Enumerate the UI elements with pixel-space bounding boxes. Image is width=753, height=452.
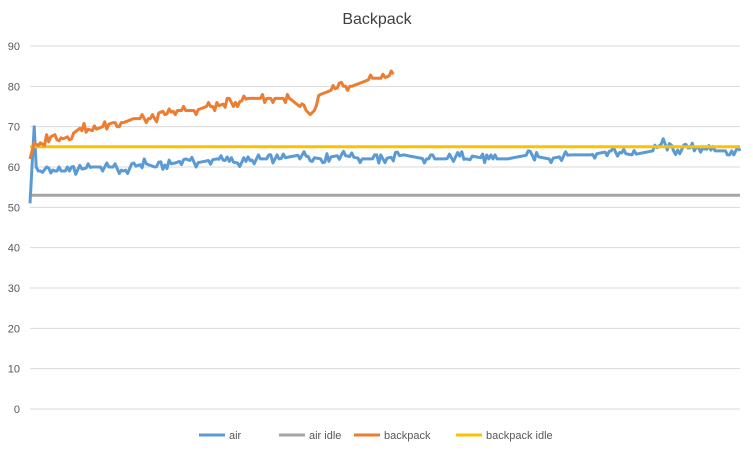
legend-label: air idle bbox=[309, 430, 341, 442]
legend-item-backpack: backpack bbox=[354, 430, 431, 442]
y-tick-label: 40 bbox=[8, 243, 20, 255]
y-tick-label: 70 bbox=[8, 122, 20, 134]
legend-item-backpack-idle: backpack idle bbox=[456, 430, 553, 442]
y-tick-label: 20 bbox=[8, 323, 20, 335]
legend: air air idle backpack backpack idle bbox=[199, 430, 553, 442]
y-axis-tick-labels: 0 10 20 30 40 50 60 70 80 90 bbox=[8, 41, 20, 416]
y-tick-label: 90 bbox=[8, 41, 20, 53]
series-lines bbox=[28, 69, 742, 204]
legend-item-air: air bbox=[199, 430, 242, 442]
legend-label: air bbox=[229, 430, 242, 442]
legend-label: backpack bbox=[384, 430, 431, 442]
y-tick-label: 50 bbox=[8, 202, 20, 214]
y-tick-label: 30 bbox=[8, 283, 20, 295]
y-tick-label: 80 bbox=[8, 81, 20, 93]
y-tick-label: 10 bbox=[8, 364, 20, 376]
y-tick-label: 60 bbox=[8, 162, 20, 174]
series-line-air bbox=[28, 125, 742, 204]
series-line-backpack bbox=[28, 69, 395, 160]
gridlines bbox=[30, 45, 740, 410]
legend-item-air-idle: air idle bbox=[279, 430, 341, 442]
y-tick-label: 0 bbox=[14, 404, 20, 416]
legend-label: backpack idle bbox=[486, 430, 553, 442]
chart-title: Backpack bbox=[342, 11, 412, 28]
